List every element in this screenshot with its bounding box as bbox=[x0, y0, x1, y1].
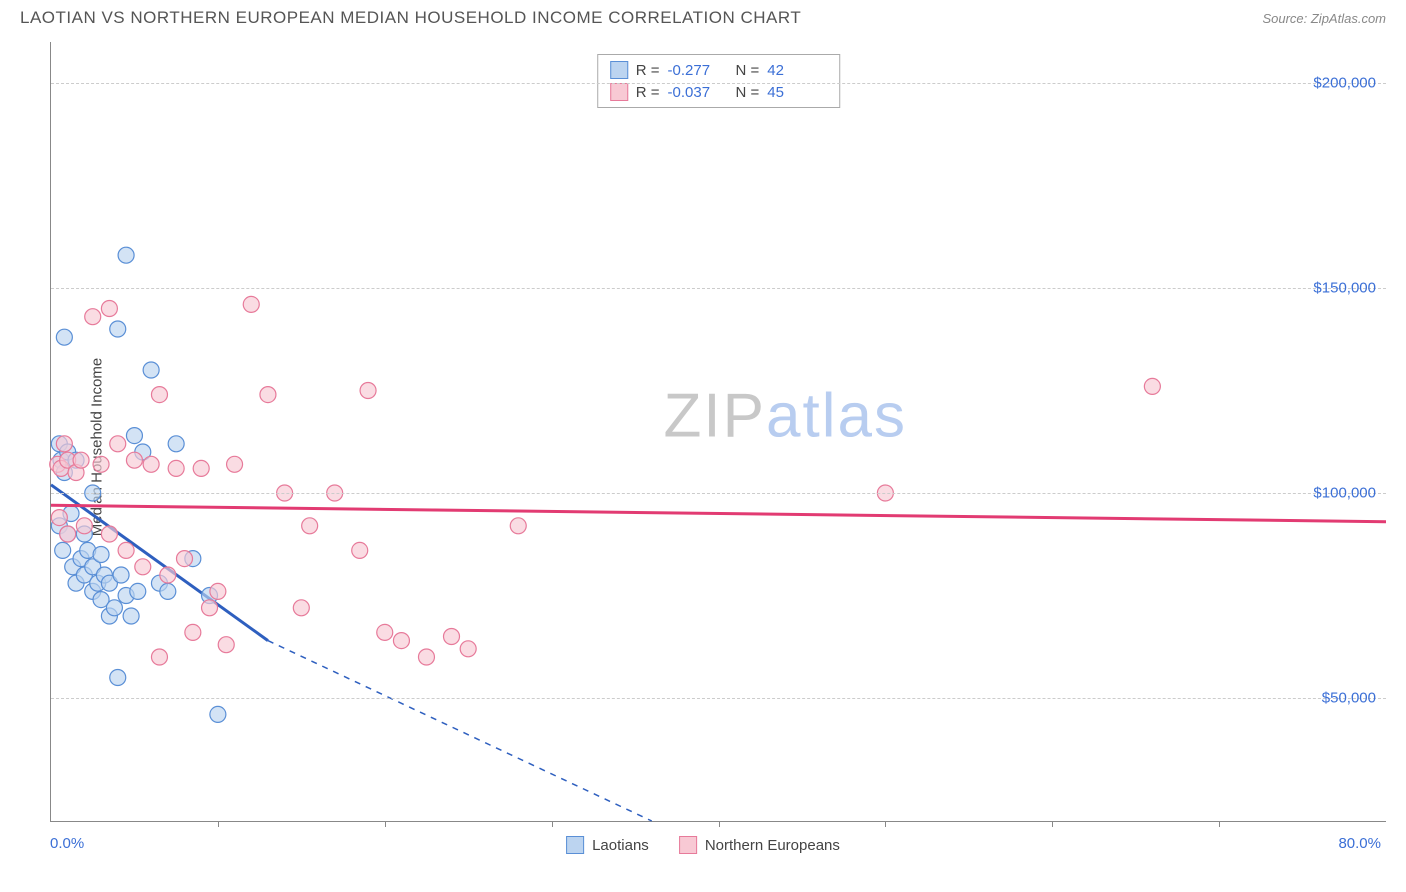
gridline bbox=[51, 83, 1386, 84]
stats-r-label: R = bbox=[636, 84, 660, 101]
northern_europeans-point bbox=[56, 436, 72, 452]
northern_europeans-point bbox=[126, 452, 142, 468]
chart-container: Median Household Income ZIPatlas R = -0.… bbox=[0, 32, 1406, 862]
northern_europeans-point bbox=[51, 510, 67, 526]
laotians-point bbox=[93, 547, 109, 563]
laotians-trendline-extrapolated bbox=[268, 641, 652, 821]
plot-area: ZIPatlas R = -0.277N = 42R = -0.037N = 4… bbox=[50, 42, 1386, 822]
northern_europeans-point bbox=[210, 583, 226, 599]
stats-r-label: R = bbox=[636, 62, 660, 79]
stats-n-value: 45 bbox=[767, 84, 827, 101]
northern_europeans-point bbox=[101, 301, 117, 317]
laotians-point bbox=[110, 670, 126, 686]
northern_europeans-trendline bbox=[51, 505, 1386, 521]
source-attribution: Source: ZipAtlas.com bbox=[1262, 11, 1386, 26]
legend-label: Laotians bbox=[592, 837, 649, 854]
header-bar: LAOTIAN VS NORTHERN EUROPEAN MEDIAN HOUS… bbox=[0, 0, 1406, 32]
northern_europeans-point bbox=[243, 296, 259, 312]
northern_europeans-point bbox=[118, 542, 134, 558]
gridline bbox=[51, 698, 1386, 699]
x-tick bbox=[1219, 821, 1220, 827]
northern_europeans-point bbox=[1144, 378, 1160, 394]
laotians-point bbox=[113, 567, 129, 583]
northern_europeans-point bbox=[93, 456, 109, 472]
x-tick bbox=[1052, 821, 1053, 827]
chart-title: LAOTIAN VS NORTHERN EUROPEAN MEDIAN HOUS… bbox=[20, 8, 801, 28]
northern_europeans-point bbox=[168, 460, 184, 476]
northern_europeans-point bbox=[393, 633, 409, 649]
northern_europeans-point bbox=[110, 436, 126, 452]
northern_europeans-point bbox=[151, 387, 167, 403]
northern_europeans-point bbox=[193, 460, 209, 476]
laotians-point bbox=[106, 600, 122, 616]
x-tick bbox=[719, 821, 720, 827]
northern_europeans-point bbox=[418, 649, 434, 665]
northern_europeans-point bbox=[360, 383, 376, 399]
northern_europeans-point bbox=[76, 518, 92, 534]
laotians-point bbox=[210, 706, 226, 722]
northern_europeans-swatch-icon bbox=[679, 836, 697, 854]
laotians-point bbox=[130, 583, 146, 599]
legend-item-northern_europeans: Northern Europeans bbox=[679, 836, 840, 854]
stats-r-value: -0.277 bbox=[668, 62, 728, 79]
x-tick bbox=[385, 821, 386, 827]
northern_europeans-point bbox=[160, 567, 176, 583]
laotians-point bbox=[168, 436, 184, 452]
stats-n-label: N = bbox=[736, 84, 760, 101]
laotians-point bbox=[110, 321, 126, 337]
northern_europeans-point bbox=[377, 624, 393, 640]
laotians-point bbox=[143, 362, 159, 378]
northern_europeans-point bbox=[185, 624, 201, 640]
northern_europeans-point bbox=[151, 649, 167, 665]
northern_europeans-swatch-icon bbox=[610, 83, 628, 101]
x-tick bbox=[218, 821, 219, 827]
northern_europeans-point bbox=[444, 629, 460, 645]
gridline bbox=[51, 288, 1386, 289]
stats-n-label: N = bbox=[736, 62, 760, 79]
stats-r-value: -0.037 bbox=[668, 84, 728, 101]
northern_europeans-point bbox=[177, 551, 193, 567]
legend: Laotians Northern Europeans bbox=[566, 836, 840, 854]
laotians-point bbox=[55, 542, 71, 558]
plot-svg bbox=[51, 42, 1386, 821]
northern_europeans-point bbox=[73, 452, 89, 468]
legend-item-laotians: Laotians bbox=[566, 836, 649, 854]
northern_europeans-point bbox=[218, 637, 234, 653]
northern_europeans-point bbox=[460, 641, 476, 657]
northern_europeans-point bbox=[202, 600, 218, 616]
laotians-point bbox=[56, 329, 72, 345]
northern_europeans-point bbox=[260, 387, 276, 403]
northern_europeans-point bbox=[510, 518, 526, 534]
correlation-stats-box: R = -0.277 N = 42 R = -0.037 N = 45 bbox=[597, 54, 841, 108]
y-tick-label: $200,000 bbox=[1313, 75, 1376, 92]
laotians-point bbox=[118, 247, 134, 263]
northern_europeans-point bbox=[101, 526, 117, 542]
stats-row-northern_europeans: R = -0.037 N = 45 bbox=[610, 81, 828, 103]
laotians-swatch-icon bbox=[610, 61, 628, 79]
stats-row-laotians: R = -0.277 N = 42 bbox=[610, 59, 828, 81]
northern_europeans-point bbox=[143, 456, 159, 472]
northern_europeans-point bbox=[352, 542, 368, 558]
northern_europeans-point bbox=[227, 456, 243, 472]
y-tick-label: $100,000 bbox=[1313, 485, 1376, 502]
x-tick bbox=[885, 821, 886, 827]
x-tick bbox=[552, 821, 553, 827]
x-axis-max-label: 80.0% bbox=[1338, 835, 1381, 852]
x-axis-min-label: 0.0% bbox=[50, 835, 84, 852]
gridline bbox=[51, 493, 1386, 494]
legend-label: Northern Europeans bbox=[705, 837, 840, 854]
northern_europeans-point bbox=[85, 309, 101, 325]
y-tick-label: $150,000 bbox=[1313, 280, 1376, 297]
northern_europeans-point bbox=[293, 600, 309, 616]
laotians-point bbox=[126, 428, 142, 444]
stats-n-value: 42 bbox=[767, 62, 827, 79]
laotians-point bbox=[123, 608, 139, 624]
northern_europeans-point bbox=[60, 526, 76, 542]
laotians-point bbox=[160, 583, 176, 599]
northern_europeans-point bbox=[302, 518, 318, 534]
y-tick-label: $50,000 bbox=[1322, 690, 1376, 707]
northern_europeans-point bbox=[135, 559, 151, 575]
laotians-swatch-icon bbox=[566, 836, 584, 854]
